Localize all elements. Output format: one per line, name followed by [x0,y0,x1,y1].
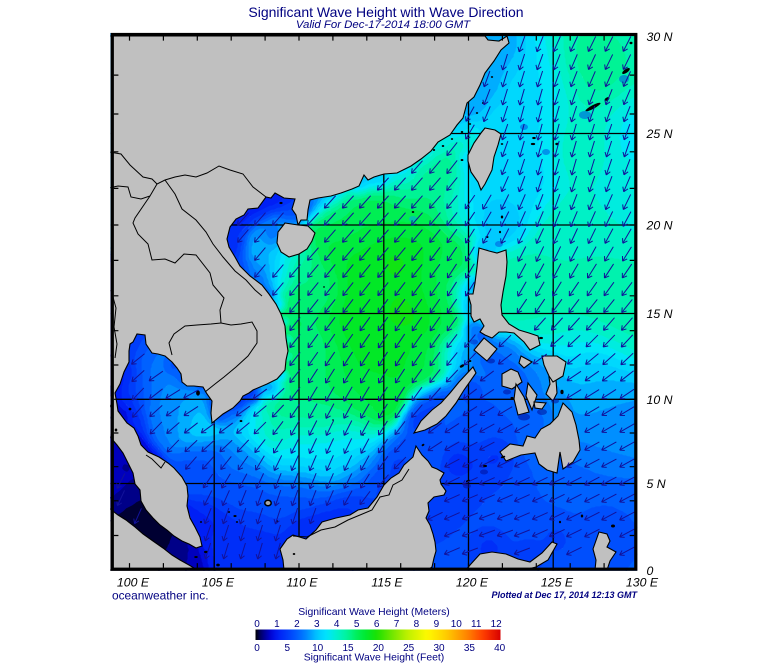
svg-text:105 E: 105 E [202,576,235,590]
svg-text:15 N: 15 N [647,307,673,321]
svg-text:5: 5 [354,619,360,630]
svg-text:100 E: 100 E [117,576,150,590]
svg-text:10 N: 10 N [647,393,673,407]
svg-text:25: 25 [403,643,415,654]
svg-text:25 N: 25 N [646,127,673,141]
svg-text:Significant Wave Height (Meter: Significant Wave Height (Meters) [298,607,450,618]
svg-text:0: 0 [254,619,260,630]
svg-text:30 N: 30 N [647,30,673,44]
svg-text:Significant Wave Height (Feet): Significant Wave Height (Feet) [304,653,445,664]
svg-text:7: 7 [394,619,400,630]
svg-text:120 E: 120 E [456,576,489,590]
svg-text:20: 20 [373,643,385,654]
svg-text:125 E: 125 E [541,576,574,590]
svg-text:4: 4 [334,619,340,630]
svg-text:8: 8 [414,619,420,630]
svg-text:115 E: 115 E [371,576,403,590]
svg-text:12: 12 [491,619,503,630]
svg-text:11: 11 [471,619,482,630]
svg-text:oceanweather inc.: oceanweather inc. [112,589,209,603]
svg-text:0: 0 [647,564,654,578]
svg-text:Plotted at Dec 17, 2014 12:13: Plotted at Dec 17, 2014 12:13 GMT [491,590,638,600]
svg-text:20 N: 20 N [646,219,673,233]
svg-text:30: 30 [433,643,445,654]
svg-text:Valid For Dec-17-2014 18:00 GM: Valid For Dec-17-2014 18:00 GMT [296,19,471,31]
svg-text:10: 10 [312,643,324,654]
svg-text:130 E: 130 E [626,576,659,590]
svg-text:40: 40 [494,643,506,654]
svg-text:6: 6 [374,619,380,630]
svg-text:110 E: 110 E [286,576,318,590]
svg-text:9: 9 [434,619,440,630]
svg-text:1: 1 [274,619,280,630]
svg-text:5 N: 5 N [647,477,666,491]
svg-text:10: 10 [451,619,463,630]
svg-text:2: 2 [294,619,300,630]
svg-text:3: 3 [314,619,320,630]
svg-text:5: 5 [285,643,291,654]
svg-text:Significant Wave Height with W: Significant Wave Height with Wave Direct… [248,4,523,20]
svg-text:15: 15 [342,643,354,654]
svg-text:35: 35 [464,643,476,654]
svg-text:0: 0 [254,643,260,654]
